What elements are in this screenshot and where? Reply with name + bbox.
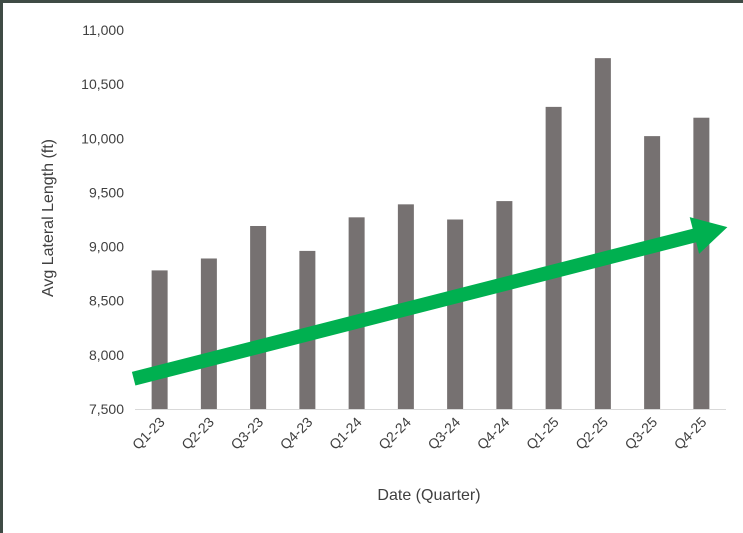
x-tick-label: Q1-25 xyxy=(523,414,562,453)
y-tick-label: 8,000 xyxy=(89,347,124,363)
x-tick-label: Q2-24 xyxy=(375,414,414,453)
y-tick-label: 8,500 xyxy=(89,293,124,309)
x-tick-label: Q3-24 xyxy=(424,414,463,453)
x-axis-ticks: Q1-23 Q2-23 Q3-23 Q4-23 Q1-24 Q2-24 Q3-24 Q4-24… xyxy=(129,414,710,453)
x-axis-title: Date (Quarter) xyxy=(377,487,480,504)
y-tick-label: 7,500 xyxy=(89,401,124,417)
bar xyxy=(200,258,217,409)
bar-series xyxy=(151,58,710,409)
y-tick-label: 9,000 xyxy=(89,239,124,255)
bar xyxy=(348,217,365,409)
bar xyxy=(250,225,267,409)
x-tick-label: Q2-25 xyxy=(572,414,611,453)
bar xyxy=(447,219,464,409)
bar xyxy=(545,106,562,409)
x-tick-label: Q4-24 xyxy=(474,414,513,453)
bar xyxy=(151,270,168,409)
x-tick-label: Q3-25 xyxy=(621,414,660,453)
x-tick-label: Q2-23 xyxy=(178,414,217,453)
trend-arrow xyxy=(131,217,728,386)
x-tick-label: Q3-23 xyxy=(227,414,266,453)
trend-arrow-shape xyxy=(131,217,728,386)
bar xyxy=(644,136,661,409)
y-tick-label: 9,500 xyxy=(89,184,124,200)
y-tick-label: 11,000 xyxy=(82,22,124,38)
x-tick-label: Q1-24 xyxy=(326,414,365,453)
y-axis-title: Avg Lateral Length (ft) xyxy=(40,139,57,297)
y-tick-label: 10,000 xyxy=(81,130,124,146)
y-tick-label: 10,500 xyxy=(81,76,124,92)
bar xyxy=(496,201,513,409)
bar xyxy=(594,58,611,409)
x-tick-label: Q4-23 xyxy=(277,414,316,453)
bar xyxy=(693,117,710,409)
y-axis-ticks: 7,500 8,000 8,500 9,000 9,500 10,000 10,500 11,… xyxy=(81,22,124,417)
x-tick-label: Q4-25 xyxy=(671,414,710,453)
x-tick-label: Q1-23 xyxy=(129,414,168,453)
